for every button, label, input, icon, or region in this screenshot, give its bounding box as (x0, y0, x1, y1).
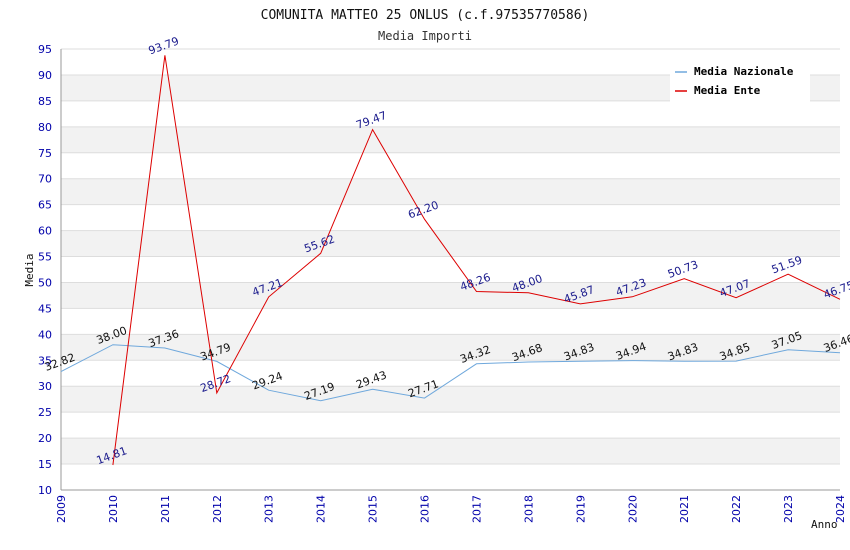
x-tick-label: 2021 (678, 495, 691, 523)
x-tick-label: 2019 (574, 495, 587, 523)
y-tick-label: 30 (38, 380, 52, 393)
legend-label-nazionale: Media Nazionale (694, 65, 794, 78)
x-tick-label: 2020 (626, 495, 639, 523)
x-tick-label: 2014 (315, 495, 328, 523)
y-tick-label: 20 (38, 432, 52, 445)
grid-band (61, 282, 840, 309)
x-tick-label: 2018 (522, 495, 535, 523)
y-tick-label: 95 (38, 43, 52, 56)
y-tick-label: 70 (38, 173, 52, 186)
x-tick-label: 2010 (107, 495, 120, 523)
x-tick-label: 2016 (419, 495, 432, 523)
grid-lines (61, 48, 840, 491)
x-tick-label: 2011 (159, 495, 172, 523)
y-tick-label: 80 (38, 121, 52, 134)
x-axis-label: Anno (811, 518, 838, 531)
x-tick-label: 2022 (730, 495, 743, 523)
x-tick-label: 2024 (834, 495, 847, 523)
y-tick-label: 65 (38, 199, 52, 212)
y-tick-label: 60 (38, 225, 52, 238)
y-tick-label: 85 (38, 95, 52, 108)
series-line-nazionale (60, 344, 841, 402)
y-tick-label: 15 (38, 458, 52, 471)
x-tick-label: 2017 (470, 495, 483, 523)
grid-band (61, 230, 840, 257)
grid-band (61, 126, 840, 153)
data-label: 93.79 (147, 35, 181, 58)
grid-bands (61, 74, 840, 465)
y-tick-label: 40 (38, 328, 52, 341)
x-tick-labels: 2009 2010 2011 2012 2013 2014 2015 2016 2017 2018… (55, 495, 847, 523)
grid-band (61, 438, 840, 465)
legend-box (670, 62, 810, 102)
chart-subtitle: Media Importi (378, 29, 472, 43)
x-tick-label: 2013 (263, 495, 276, 523)
series-line-ente (112, 55, 841, 466)
y-tick-labels: 10 15 20 25 30 35 40 45 50 55 60 65 70 75 80 85 90 95 (38, 43, 52, 497)
x-tick-label: 2012 (211, 495, 224, 523)
y-tick-label: 45 (38, 302, 52, 315)
y-tick-label: 75 (38, 147, 52, 160)
chart-title: COMUNITA MATTEO 25 ONLUS (c.f.9753577058… (261, 8, 590, 23)
data-label: 50.73 (666, 258, 700, 281)
y-tick-label: 35 (38, 354, 52, 367)
series-lines (60, 55, 841, 466)
y-tick-label: 90 (38, 69, 52, 82)
y-tick-label: 10 (38, 484, 52, 497)
y-axis-label: Media (23, 253, 36, 286)
y-tick-label: 50 (38, 276, 52, 289)
grid-band (61, 334, 840, 361)
y-tick-label: 25 (38, 406, 52, 419)
y-tick-label: 55 (38, 251, 52, 264)
x-tick-label: 2009 (55, 495, 68, 523)
legend-label-ente: Media Ente (694, 84, 761, 97)
x-tick-label: 2023 (782, 495, 795, 523)
x-tick-label: 2015 (367, 495, 380, 523)
grid-band (61, 386, 840, 413)
legend: Media Nazionale Media Ente (670, 62, 810, 102)
grid-band (61, 178, 840, 205)
